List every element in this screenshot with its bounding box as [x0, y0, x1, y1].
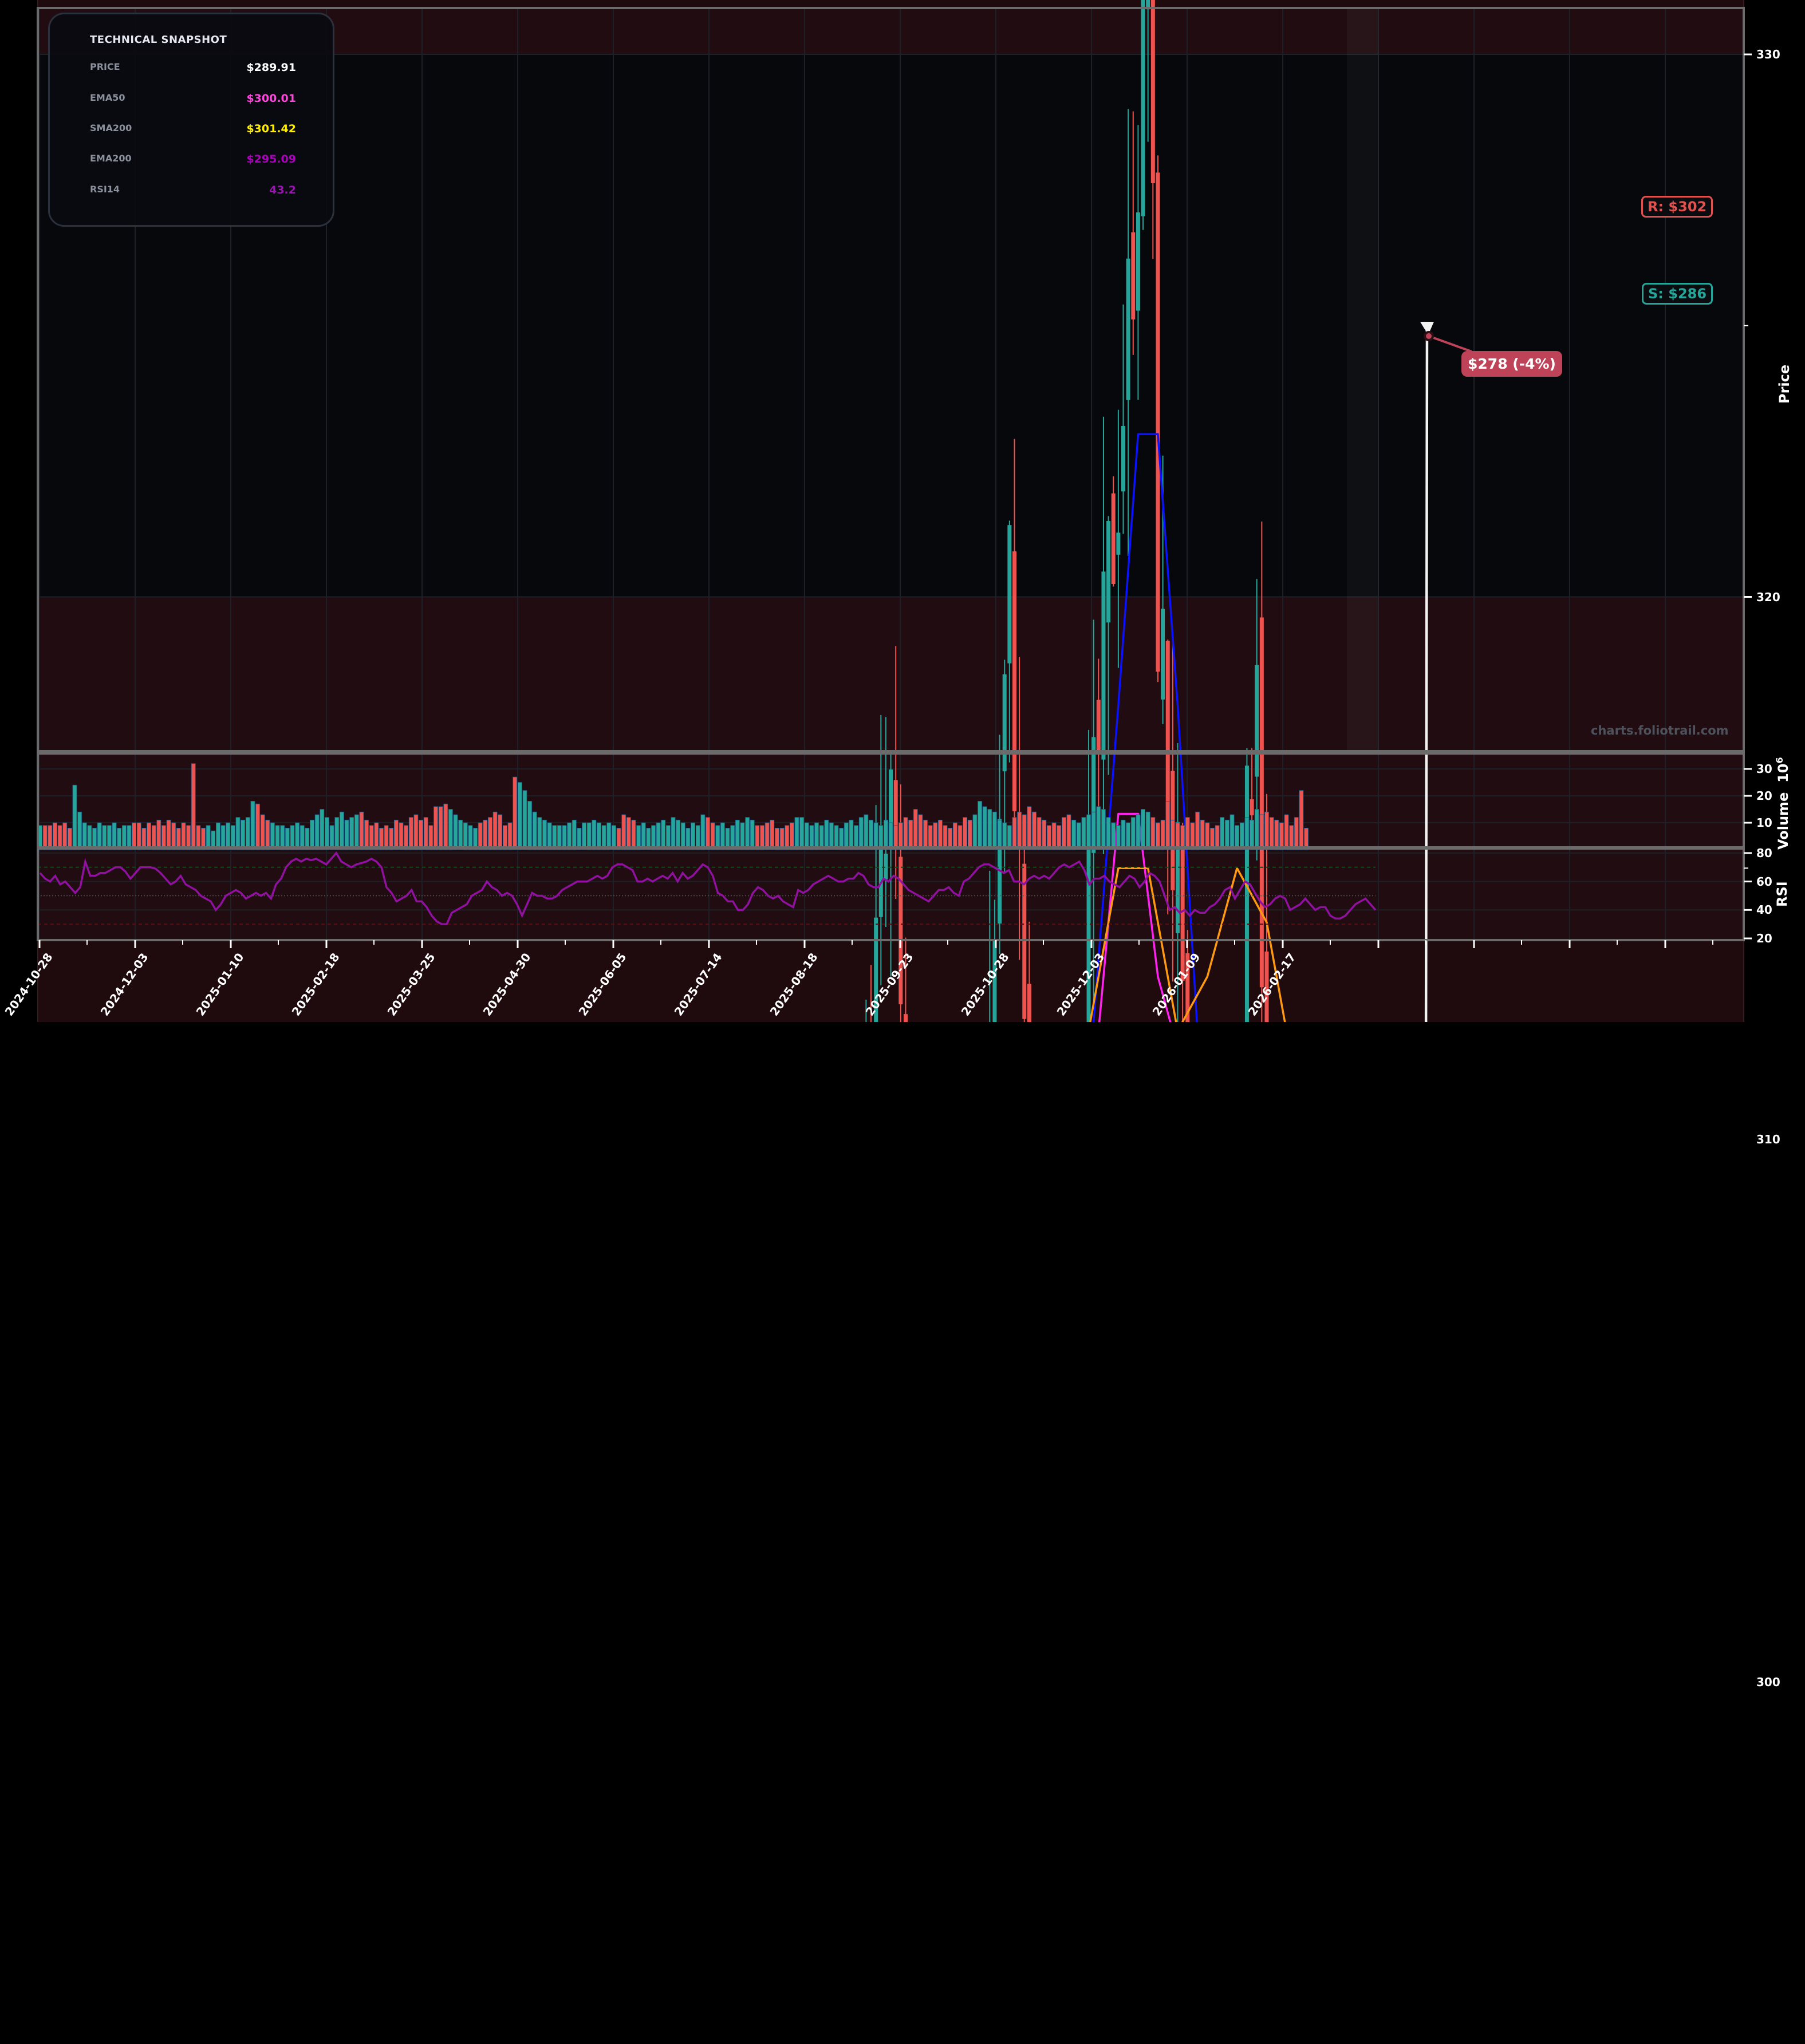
- snapshot-value: 43.2: [269, 184, 296, 196]
- snapshot-value: $301.42: [246, 123, 296, 135]
- price-tick: 300: [1756, 1675, 1780, 1689]
- snapshot-value: $289.91: [246, 61, 296, 74]
- volume-axis-label-text: Volume: [1775, 792, 1791, 850]
- rsi-axis-label: RSI: [1774, 881, 1790, 907]
- volume-tick: 30: [1756, 762, 1772, 776]
- rsi-tick: 40: [1756, 903, 1772, 917]
- price-tick: 330: [1756, 48, 1780, 61]
- volume-axis-exponent: 10: [1775, 763, 1791, 783]
- snapshot-value: $295.09: [246, 153, 296, 165]
- snapshot-title: TECHNICAL SNAPSHOT: [90, 34, 227, 46]
- price-axis-label: Price: [1776, 364, 1792, 404]
- price-tick: 320: [1756, 590, 1780, 604]
- snapshot-row-rsi14: RSI14 43.2: [90, 184, 296, 201]
- snapshot-row-ema200: EMA200 $295.09: [90, 153, 296, 170]
- snapshot-row-sma200: SMA200 $301.42: [90, 123, 296, 140]
- rsi-tick: 60: [1756, 874, 1772, 889]
- rsi-tick: 20: [1756, 932, 1772, 945]
- snapshot-value: $300.01: [246, 92, 296, 105]
- snapshot-label: PRICE: [90, 61, 120, 72]
- price-tick: 310: [1756, 1133, 1780, 1146]
- volume-tick: 20: [1756, 789, 1772, 803]
- chart-canvas: [37, 0, 1752, 1022]
- candles: [865, 0, 1269, 1022]
- watermark: charts.foliotrail.com: [1591, 724, 1729, 737]
- snapshot-row-price: PRICE $289.91: [90, 61, 296, 78]
- volume-axis-label: Volume 106: [1774, 757, 1791, 850]
- support-label: S: $286: [1642, 283, 1713, 305]
- volume-tick: 10: [1756, 816, 1772, 830]
- snapshot-label: EMA50: [90, 92, 125, 103]
- snapshot-row-ema50: EMA50 $300.01: [90, 92, 296, 109]
- snapshot-label: EMA200: [90, 153, 132, 164]
- technical-snapshot-panel: TECHNICAL SNAPSHOT PRICE $289.91 EMA50 $…: [48, 13, 334, 227]
- volume-axis-exponent-sup: 6: [1774, 757, 1785, 764]
- price-target-label: $278 (-4%): [1461, 351, 1562, 377]
- snapshot-label: RSI14: [90, 184, 120, 195]
- resistance-label: R: $302: [1641, 196, 1713, 218]
- rsi-tick: 80: [1756, 846, 1772, 860]
- snapshot-label: SMA200: [90, 123, 132, 133]
